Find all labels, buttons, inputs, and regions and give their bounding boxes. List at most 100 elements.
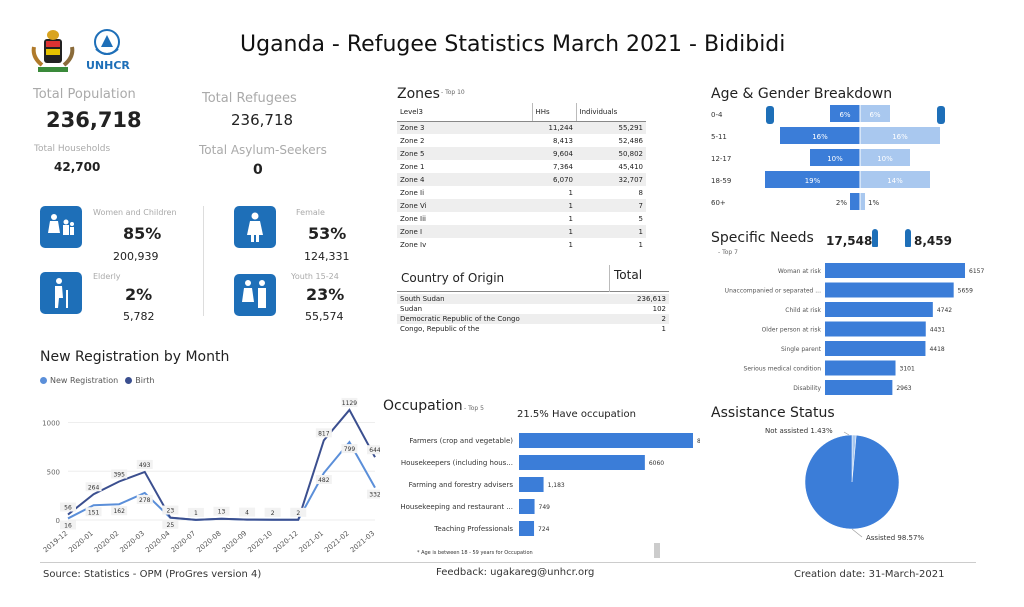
women-children-label: Women and Children: [93, 208, 177, 217]
male-bar: [765, 171, 860, 188]
data-label: 13: [218, 509, 226, 516]
data-label: 332: [369, 492, 380, 499]
needs-bar: [825, 360, 896, 376]
zones-table: Level3 HHs Individuals Zone 3 11,244 55,29…: [397, 103, 646, 251]
data-label-bg: [264, 507, 281, 517]
zones-header-individuals[interactable]: Individuals: [575, 103, 646, 122]
elderly-icon: [40, 272, 82, 314]
country-total: 102: [652, 305, 666, 313]
x-tick-label: 2020-08: [195, 529, 223, 554]
footer-feedback[interactable]: Feedback: ugakareg@unhcr.org: [436, 567, 595, 578]
assistance-pie-chart: Not assisted 1.43% Assisted 98.57%: [765, 427, 924, 542]
x-tick-label: 2021-01: [298, 529, 326, 554]
youth-icon: [234, 274, 276, 316]
country-name: South Sudan: [397, 294, 609, 304]
country-row: South Sudan 236,613: [397, 294, 669, 304]
country-header-origin[interactable]: Country of Origin: [401, 271, 505, 285]
occupation-category: Housekeeping and restaurant ...: [400, 503, 513, 511]
y-tick-label: 1000: [42, 420, 60, 428]
needs-bar: [825, 263, 965, 278]
age-group-label: 18-59: [711, 177, 731, 185]
x-tick-label: 2020-01: [67, 529, 95, 554]
zone-individuals: 1: [576, 225, 646, 238]
needs-bar: [825, 302, 933, 317]
needs-bar: [825, 380, 893, 395]
country-header-total[interactable]: Total: [609, 264, 642, 292]
zones-subtitle: - Top 10: [441, 89, 465, 96]
data-label: 2: [296, 510, 300, 517]
male-bar: [850, 193, 860, 210]
specific-needs-title: Specific Needs: [711, 230, 814, 246]
female-bar: [860, 105, 890, 122]
data-label: 151: [88, 509, 100, 516]
data-label: 644: [369, 447, 380, 454]
occupation-scrollbar[interactable]: [654, 543, 660, 558]
women-children-count: 200,939: [113, 250, 159, 263]
needs-category: Unaccompanied or separated ...: [725, 288, 821, 295]
footer-source: Source: Statistics - OPM (ProGres versio…: [43, 569, 262, 580]
occupation-value: 8378: [697, 438, 700, 445]
specific-needs-chart: Woman at risk 6157 Unaccompanied or separa…: [725, 263, 984, 395]
age-group-label: 12-17: [711, 155, 731, 163]
zones-title: Zones: [397, 86, 440, 102]
zone-name: Zone 1: [400, 162, 425, 171]
age-group-label: 0-4: [711, 111, 723, 119]
zone-hhs: 11,244: [532, 121, 576, 134]
data-label: 799: [344, 446, 356, 453]
zone-hhs: 8,413: [552, 136, 573, 145]
needs-value: 2963: [896, 385, 911, 392]
female-percent: 6%: [869, 111, 880, 119]
zone-individuals: 45,410: [618, 162, 644, 171]
data-label-bg: [367, 445, 380, 455]
needs-value: 5659: [958, 288, 973, 295]
female-person-icon: [905, 229, 911, 247]
data-label-bg: [60, 502, 76, 512]
data-label-bg: [187, 507, 204, 517]
legend-new-registration-marker: [40, 377, 47, 384]
occupation-value: 724: [538, 526, 550, 533]
assistance-title: Assistance Status: [711, 405, 835, 421]
needs-bar: [825, 282, 954, 298]
data-label-bg: [85, 482, 102, 492]
data-label: 278: [139, 497, 151, 504]
female-percent: 10%: [877, 155, 893, 163]
data-label-bg: [315, 475, 332, 485]
country-total: 1: [661, 325, 666, 333]
legend-birth: Birth: [135, 376, 155, 385]
zone-hhs: 1: [532, 225, 576, 238]
specific-needs-female-count: 8,459: [914, 234, 952, 248]
x-tick-label: 2020-04: [144, 529, 172, 554]
youth-count: 55,574: [305, 310, 344, 323]
zone-name: Zone 4: [397, 173, 532, 186]
female-count: 124,331: [304, 250, 350, 263]
zone-hhs: 1: [532, 199, 576, 212]
total-asylum-value: 0: [253, 162, 263, 178]
pie-leader-line: [851, 528, 863, 538]
female-person-icon: [937, 106, 945, 124]
needs-value: 6157: [969, 268, 984, 275]
zones-header-hhs[interactable]: HHs: [531, 103, 576, 122]
x-tick-label: 2020-03: [118, 529, 146, 554]
specific-needs-subtitle: - Top 7: [718, 249, 738, 256]
women-children-percent: 85%: [123, 224, 162, 243]
zones-header-level[interactable]: Level3: [397, 103, 532, 122]
total-households-label: Total Households: [34, 144, 111, 154]
zone-individuals: 55,291: [576, 121, 646, 134]
zone-row: Zone 3 11,244 55,291: [397, 121, 646, 134]
y-tick-label: 0: [56, 517, 60, 525]
occupation-subtitle: - Top 5: [464, 405, 484, 412]
data-label-bg: [111, 506, 128, 516]
age-gender-chart: 0-4 6% 6% 5-11 16% 16% 12-17 10% 10% 18-59 19% 14% 6…: [711, 102, 945, 210]
needs-value: 4418: [929, 346, 944, 353]
total-asylum-label: Total Asylum-Seekers: [199, 143, 327, 157]
male-percent: 10%: [827, 155, 843, 163]
x-tick-label: 2020-07: [170, 529, 198, 554]
data-label-bg: [60, 520, 76, 530]
male-bar: [780, 127, 860, 144]
total-households-value: 42,700: [54, 160, 101, 174]
country-row: Congo, Republic of the 1: [397, 324, 669, 334]
x-tick-label: 2020-09: [221, 529, 249, 554]
male-bar: [810, 149, 860, 166]
female-icon: [234, 206, 276, 248]
data-label: 162: [113, 508, 125, 515]
